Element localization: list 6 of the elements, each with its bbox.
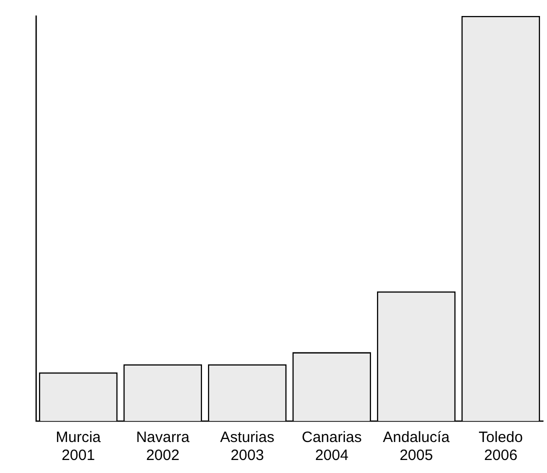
x-tick-label: Toledo 2006 (478, 429, 523, 464)
x-tick-label: Canarias 2004 (302, 429, 362, 464)
x-tick-label: Andalucía 2005 (382, 429, 450, 464)
x-tick-label: Murcia 2001 (56, 429, 102, 464)
x-tick-label: Asturias 2003 (220, 429, 274, 464)
x-tick-label: Navarra 2002 (136, 429, 190, 464)
